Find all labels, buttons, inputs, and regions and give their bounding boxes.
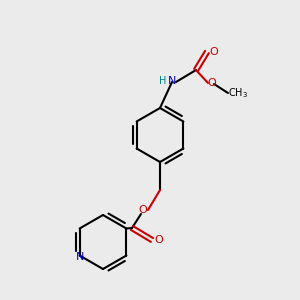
Text: H: H bbox=[159, 76, 167, 86]
Text: O: O bbox=[154, 235, 164, 245]
Text: O: O bbox=[139, 205, 147, 215]
Text: CH$_3$: CH$_3$ bbox=[228, 86, 248, 100]
Text: O: O bbox=[208, 78, 216, 88]
Text: N: N bbox=[168, 76, 176, 86]
Text: N: N bbox=[75, 253, 84, 262]
Text: O: O bbox=[210, 47, 218, 57]
